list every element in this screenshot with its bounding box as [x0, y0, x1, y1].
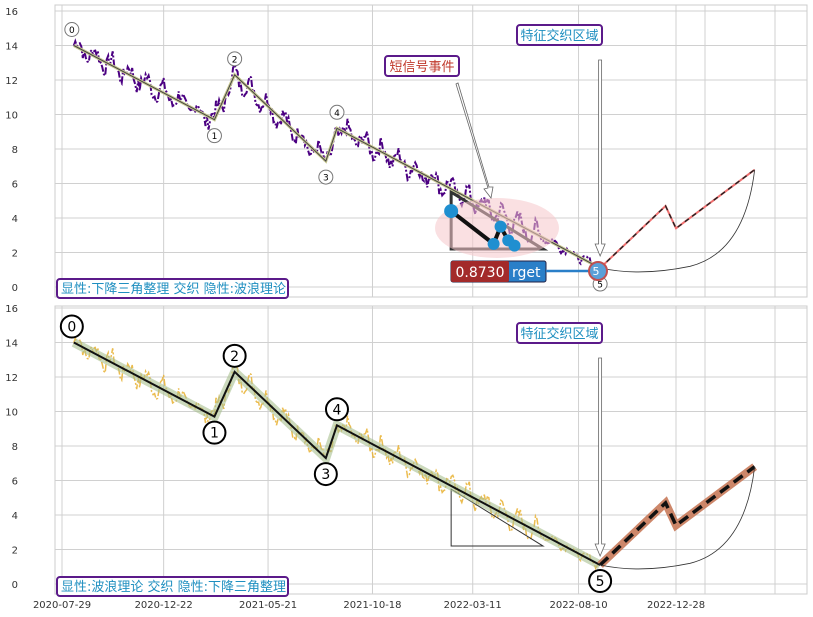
signal-dot: [444, 204, 459, 219]
y-tick-label: 8: [12, 442, 18, 453]
feature-zone-label: 特征交织区域: [520, 28, 598, 44]
wave-label-circle: [59, 314, 84, 339]
target-label: rget: [512, 265, 541, 281]
wave-label-circle: [227, 51, 243, 67]
top-overlays: 短信号事件 rget 0.8730 5: [384, 55, 608, 283]
signal-dot: [487, 237, 500, 250]
wave-label-2: 2: [232, 55, 238, 65]
y-tick-label: 4: [12, 511, 18, 522]
triangle-pattern: [450, 488, 545, 547]
signal-dot: [508, 239, 521, 252]
y-tick-label: 6: [12, 180, 18, 191]
pattern-caption: 显性:下降三角整理 交织 隐性:波浪理论: [61, 281, 286, 297]
wave-label-circle: [318, 169, 334, 185]
pattern-caption: 显性:波浪理论 交织 隐性:下降三角整理: [61, 579, 286, 595]
y-tick-label: 2: [12, 249, 18, 260]
plot-area: [54, 4, 808, 298]
short-signal-arrow: [455, 82, 494, 199]
y-tick-label: 6: [12, 477, 18, 488]
y-tick-label: 0: [12, 580, 18, 591]
y-tick-label: 16: [5, 7, 18, 18]
target-marker-label: 5: [593, 265, 600, 278]
signal-dot: [494, 220, 507, 233]
feature-zone-label: 特征交织区域: [520, 326, 598, 342]
y-tick-label: 4: [12, 214, 18, 225]
y-tick-label: 16: [5, 304, 18, 315]
value-label: 0.8730: [456, 265, 505, 281]
x-tick-label: 2021-10-18: [343, 600, 401, 611]
y-tick-label: 2: [12, 546, 18, 557]
projection-arc: [600, 169, 756, 273]
y-tick-label: 14: [5, 42, 18, 53]
target-marker: [588, 261, 608, 281]
x-tick-label: 2020-07-29: [33, 600, 91, 611]
feature-zone-box: [516, 24, 603, 46]
wave-label-circle: [202, 420, 227, 445]
wave-label-circle: [329, 104, 345, 120]
wave-label-3: 3: [323, 174, 329, 184]
wave-label-circle: [206, 128, 222, 144]
projection-dashed: [598, 465, 756, 567]
pattern-caption-box: [56, 576, 289, 597]
y-tick-label: 12: [5, 373, 18, 384]
wave-label-circle: [313, 462, 338, 487]
wave-label-1: 1: [212, 132, 218, 142]
feature-zone-arrow: [594, 59, 606, 258]
wave-line: [73, 341, 601, 566]
x-tick-label: 2022-03-11: [444, 600, 502, 611]
x-tick-label: 2020-12-22: [135, 600, 193, 611]
y-tick-label: 10: [5, 408, 18, 419]
wave-label-circle: [64, 22, 80, 37]
wave-label-circle: [222, 343, 247, 368]
y-tick-label: 8: [12, 145, 18, 156]
short-signal-label: 短信号事件: [389, 60, 454, 75]
wave-label-5: 5: [596, 574, 605, 590]
value-badge: [451, 261, 509, 282]
x-tick-label: 2022-12-28: [647, 600, 705, 611]
feature-zone-arrow: [594, 357, 606, 558]
y-tick-label: 12: [5, 76, 18, 87]
y-tick-label: 14: [5, 339, 18, 350]
wave-label-4: 4: [333, 402, 342, 418]
wave-label-circle: [588, 569, 613, 594]
wave-label-1: 1: [210, 426, 219, 442]
feature-zone-box: [516, 322, 603, 344]
plot-area: [54, 305, 808, 595]
y-tick-label: 10: [5, 111, 18, 122]
wave-label-4: 4: [334, 109, 340, 119]
wave-label-2: 2: [230, 349, 239, 365]
wave-line-core: [73, 45, 601, 269]
wave-label-5: 5: [597, 281, 603, 291]
projection-arc: [600, 466, 756, 570]
wave-label-circle: [324, 397, 349, 422]
wave-label-0: 0: [69, 26, 75, 36]
y-tick-label: 0: [12, 283, 18, 294]
wave-label-3: 3: [321, 467, 330, 483]
projection-dashed: [599, 169, 756, 269]
short-signal-box: [384, 55, 460, 77]
x-tick-label: 2022-08-10: [549, 600, 607, 611]
wave-label-0: 0: [67, 320, 76, 336]
pattern-caption-box: [56, 278, 289, 299]
x-tick-label: 2021-05-21: [239, 600, 297, 611]
